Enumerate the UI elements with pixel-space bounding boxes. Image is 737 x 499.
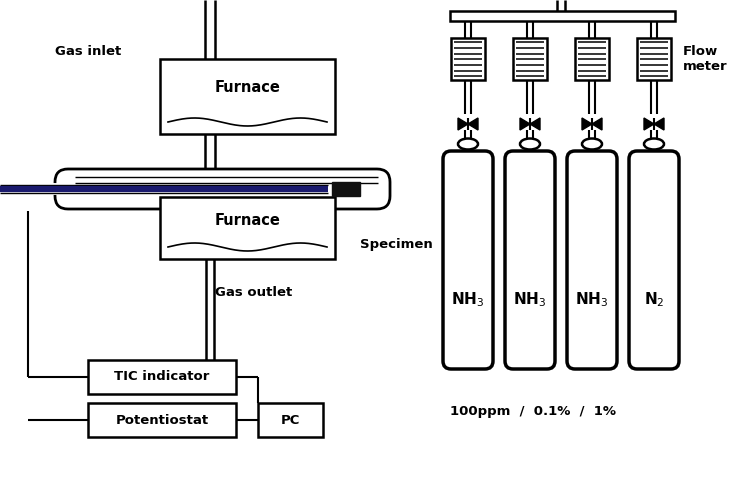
Bar <box>88 360 236 394</box>
Polygon shape <box>592 118 602 130</box>
Text: NH$_3$: NH$_3$ <box>514 290 547 308</box>
Bar <box>88 403 236 437</box>
Text: 100ppm  /  0.1%  /  1%: 100ppm / 0.1% / 1% <box>450 405 616 418</box>
Text: Gas outlet: Gas outlet <box>215 285 293 298</box>
Text: TIC indicator: TIC indicator <box>114 370 210 384</box>
FancyBboxPatch shape <box>55 169 390 209</box>
Bar <box>513 38 547 80</box>
Text: NH$_3$: NH$_3$ <box>576 290 609 308</box>
Bar <box>160 197 335 259</box>
Polygon shape <box>582 118 592 130</box>
Polygon shape <box>530 118 540 130</box>
Text: Gas inlet: Gas inlet <box>55 44 122 57</box>
Polygon shape <box>644 118 654 130</box>
FancyBboxPatch shape <box>443 151 493 369</box>
Text: Specimen: Specimen <box>360 238 433 250</box>
Text: Flow
meter: Flow meter <box>683 45 727 73</box>
Bar <box>637 38 671 80</box>
Ellipse shape <box>520 139 540 150</box>
Bar <box>451 38 485 80</box>
Ellipse shape <box>582 139 602 150</box>
Ellipse shape <box>644 139 664 150</box>
Text: NH$_3$: NH$_3$ <box>451 290 485 308</box>
Text: Furnace: Furnace <box>214 80 281 95</box>
Polygon shape <box>654 118 664 130</box>
Text: Furnace: Furnace <box>214 213 281 228</box>
Bar <box>332 182 360 196</box>
Text: PC: PC <box>281 414 300 427</box>
Text: Potentiostat: Potentiostat <box>116 414 209 427</box>
Bar <box>575 38 609 80</box>
FancyBboxPatch shape <box>505 151 555 369</box>
Polygon shape <box>520 118 530 130</box>
Polygon shape <box>468 118 478 130</box>
Ellipse shape <box>458 139 478 150</box>
Polygon shape <box>458 118 468 130</box>
Bar <box>450 11 675 21</box>
FancyBboxPatch shape <box>567 151 617 369</box>
Bar <box>160 59 335 134</box>
FancyBboxPatch shape <box>629 151 679 369</box>
Bar <box>258 403 323 437</box>
Text: N$_2$: N$_2$ <box>643 290 664 308</box>
